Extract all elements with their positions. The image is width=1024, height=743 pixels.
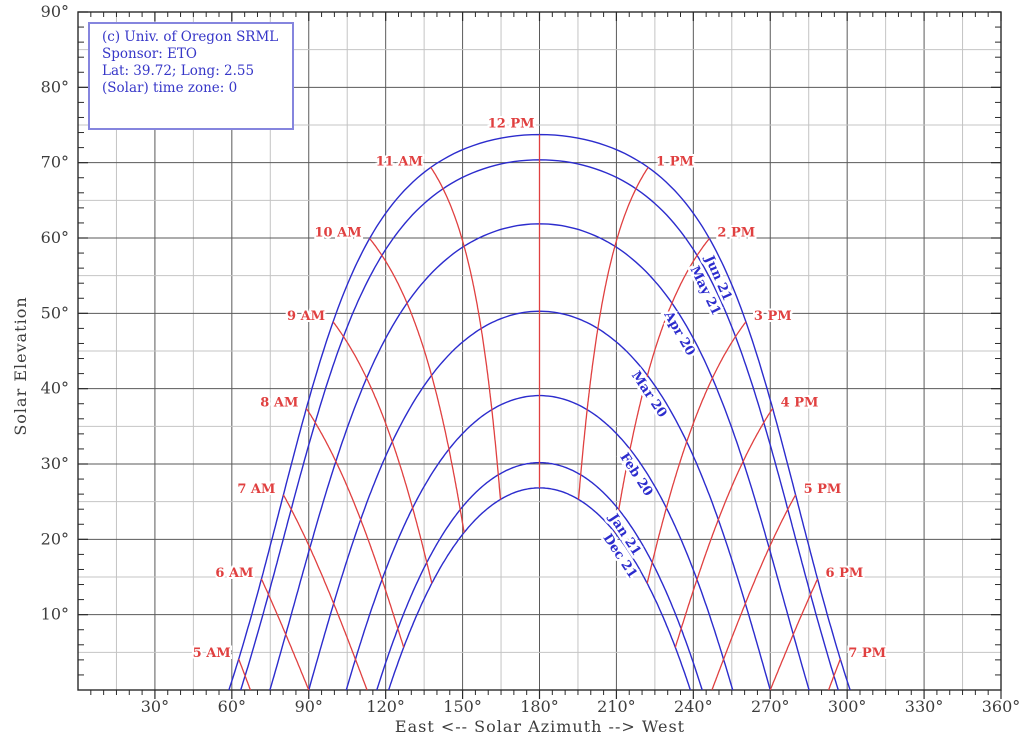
hour-line-6-am (260, 578, 310, 691)
hour-label-5-am: 5 AM (193, 646, 231, 661)
hour-line-8-am (305, 408, 405, 648)
x-tick-label: 60° (218, 697, 246, 716)
info-box-sponsor: Sponsor: ETO (102, 46, 197, 62)
hour-label-9-am: 9 AM (287, 309, 325, 324)
x-tick-label: 330° (905, 697, 944, 716)
y-tick-label: 20° (41, 529, 69, 548)
axis-ticks (78, 11, 1002, 699)
info-box: (c) Univ. of Oregon SRML Sponsor: ETO La… (88, 22, 294, 130)
hour-line-7-am (282, 494, 368, 691)
hour-label-8-am: 8 AM (260, 395, 298, 410)
hour-line-7-pm (827, 658, 841, 691)
y-tick-label: 50° (41, 303, 69, 322)
info-box-time-zone: (Solar) time zone: 0 (102, 80, 238, 96)
hour-line-11-am (430, 167, 502, 500)
y-tick-label: 90° (41, 2, 69, 21)
hour-line-3-pm (646, 321, 747, 584)
y-tick-label: 70° (41, 153, 69, 172)
hour-label-12-pm: 12 PM (488, 117, 535, 132)
y-tick-label: 10° (41, 605, 69, 624)
y-tick-label: 60° (41, 228, 69, 247)
x-tick-label: 120° (366, 697, 405, 716)
hour-label-4-pm: 4 PM (781, 395, 819, 410)
x-tick-label: 360° (982, 697, 1021, 716)
info-box-copyright: (c) Univ. of Oregon SRML (102, 29, 279, 45)
hour-line-1-pm (577, 167, 649, 500)
x-tick-label: 90° (295, 697, 323, 716)
y-tick-label: 80° (41, 77, 69, 96)
x-tick-label: 180° (520, 697, 559, 716)
hour-label-6-pm: 6 PM (826, 566, 864, 581)
grid-lines (78, 12, 1001, 690)
plot-border (77, 11, 1002, 691)
hour-label-2-pm: 2 PM (717, 226, 755, 241)
hour-label-7-am: 7 AM (237, 482, 275, 497)
sun-path-curves (228, 133, 851, 691)
hour-line-5-am (238, 658, 252, 691)
hour-label-5-pm: 5 PM (804, 482, 842, 497)
hour-line-6-pm (769, 578, 819, 691)
axis-labels: 30° 60° 90° 120° 150° 180° 210° 240° 270° 300° 330… (41, 2, 1021, 716)
hour-label-6-am: 6 AM (215, 566, 253, 581)
hour-label-11-am: 11 AM (376, 154, 423, 169)
x-tick-label: 210° (597, 697, 636, 716)
y-tick-label: 30° (41, 454, 69, 473)
info-box-lat-long: Lat: 39.72; Long: 2.55 (102, 63, 255, 79)
y-axis-title: Solar Elevation (11, 296, 30, 435)
hour-line-5-pm (711, 494, 797, 691)
hour-line-10-am (369, 238, 465, 533)
hour-label-3-pm: 3 PM (754, 309, 792, 324)
hour-line-4-pm (674, 408, 774, 648)
x-tick-label: 300° (828, 697, 867, 716)
x-axis-title: East <-- Solar Azimuth --> West (395, 717, 685, 736)
hour-label-7-pm: 7 PM (848, 646, 886, 661)
x-tick-label: 150° (443, 697, 482, 716)
hour-line-2-pm (614, 238, 710, 533)
x-tick-label: 270° (751, 697, 790, 716)
x-tick-label: 30° (141, 697, 169, 716)
hour-label-10-am: 10 AM (314, 226, 361, 241)
x-tick-label: 240° (674, 697, 713, 716)
hour-label-1-pm: 1 PM (656, 154, 694, 169)
y-tick-label: 40° (41, 379, 69, 398)
hour-line-9-am (332, 321, 433, 584)
